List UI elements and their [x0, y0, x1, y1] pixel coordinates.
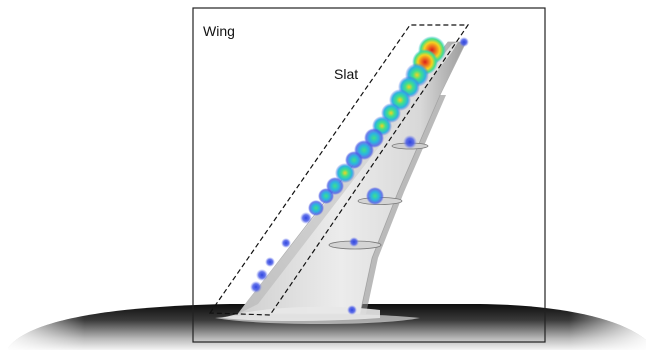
noise-source-spot [250, 281, 262, 293]
noise-source-spot [335, 163, 355, 183]
noise-source-spot [281, 238, 291, 248]
noise-source-spot [403, 135, 417, 149]
noise-source-spot [347, 305, 357, 315]
fuselage [8, 304, 646, 350]
noise-source-spot [318, 188, 334, 204]
noise-source-spot [308, 200, 324, 216]
noise-source-spot [256, 269, 268, 281]
wing-region-frame [192, 7, 546, 343]
noise-source-spot [349, 237, 359, 247]
noise-source-spot [265, 257, 275, 267]
slat-region-outline [208, 24, 470, 316]
noise-source-map [250, 36, 469, 315]
wing-label: Wing [203, 23, 235, 39]
slat-label: Slat [334, 66, 358, 82]
noise-source-spot [366, 187, 384, 205]
noise-source-spot [459, 37, 469, 47]
noise-source-spot [300, 212, 312, 224]
